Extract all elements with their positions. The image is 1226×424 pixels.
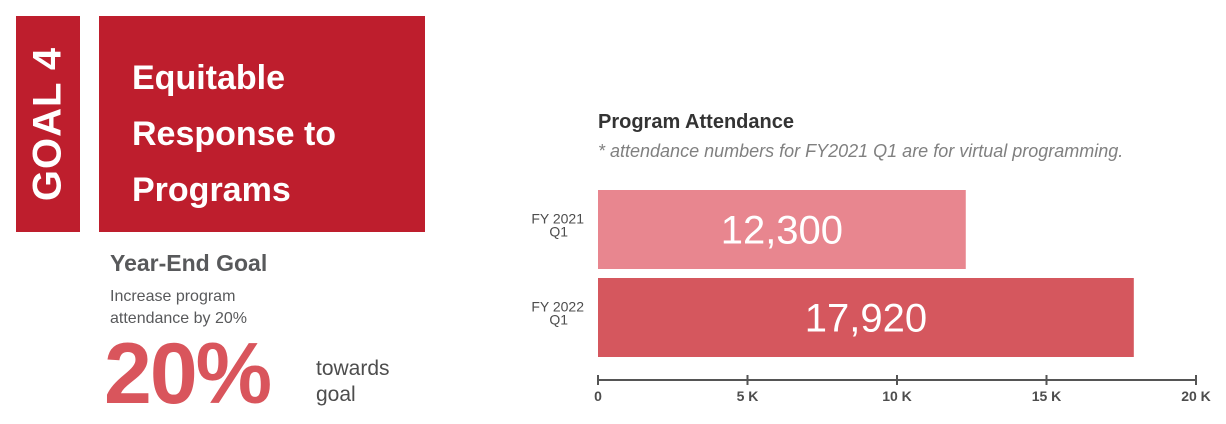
goal-title: Equitable Response to Programs (132, 59, 337, 209)
bar-data-label-1: 17,920 (805, 297, 927, 341)
year-end-goal-description: Increase program attendance by 20% (110, 288, 247, 327)
x-tick-label-1: 5 K (737, 388, 759, 404)
x-tick-label-0: 0 (594, 388, 602, 404)
progress-caption: towards goal (316, 357, 390, 406)
chart-subtitle: * attendance numbers for FY2021 Q1 are f… (598, 141, 1124, 161)
goal-tab: GOAL 4 (16, 16, 80, 232)
x-tick-label-2: 10 K (882, 388, 912, 404)
bar-0 (598, 190, 966, 269)
category-label-0: FY 2021 Q1 (531, 211, 584, 240)
category-label-1: FY 2022 Q1 (531, 299, 584, 328)
chart-title: Program Attendance (598, 111, 794, 133)
goal-title-box: Equitable Response to Programs (99, 16, 425, 232)
x-tick-label-4: 20 K (1181, 388, 1211, 404)
bar-1 (598, 278, 1134, 357)
progress-percentage: 20% (104, 326, 272, 422)
x-tick-label-3: 15 K (1032, 388, 1062, 404)
bar-data-label-0: 12,300 (721, 209, 843, 253)
year-end-goal-heading: Year-End Goal (110, 250, 268, 276)
